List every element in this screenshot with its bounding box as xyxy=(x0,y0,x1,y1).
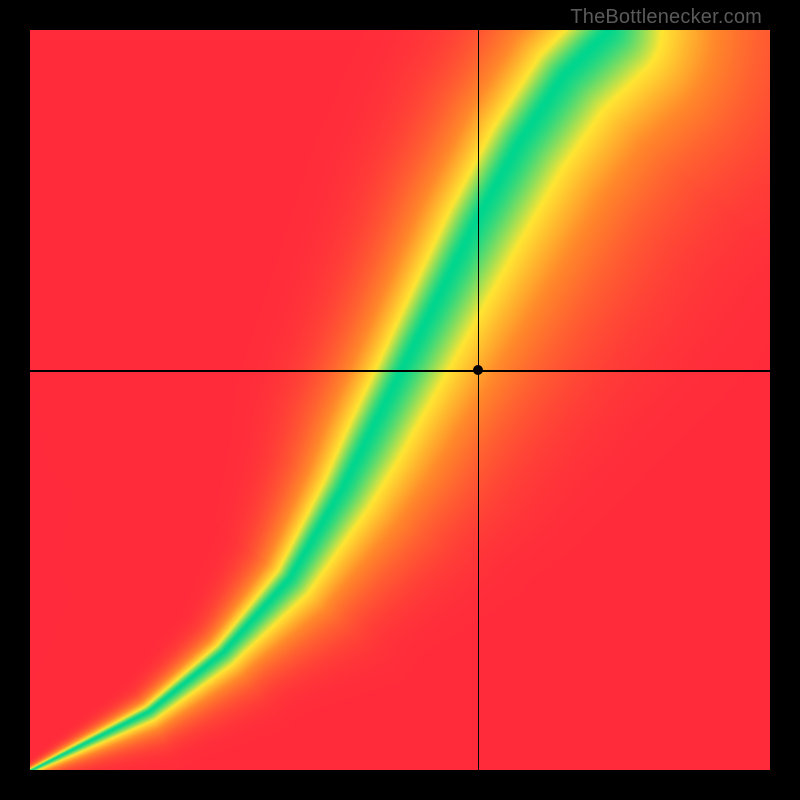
heatmap-plot xyxy=(30,30,770,770)
crosshair-marker xyxy=(473,365,483,375)
heatmap-canvas xyxy=(30,30,770,770)
crosshair-horizontal xyxy=(30,370,770,372)
watermark-text: TheBottlenecker.com xyxy=(570,6,762,29)
crosshair-vertical xyxy=(478,30,480,770)
